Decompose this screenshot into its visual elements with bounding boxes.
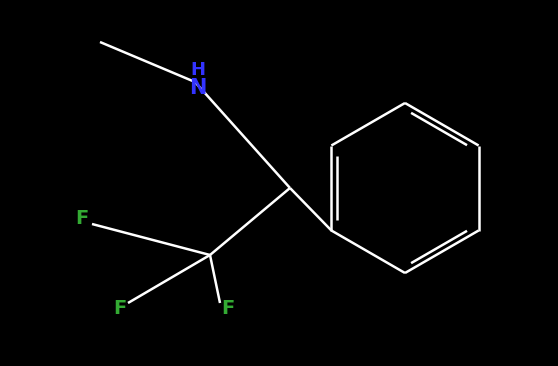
Text: F: F bbox=[113, 299, 127, 317]
Text: F: F bbox=[222, 299, 234, 317]
Text: H: H bbox=[190, 61, 205, 79]
Text: F: F bbox=[75, 209, 89, 228]
Text: N: N bbox=[189, 78, 206, 98]
